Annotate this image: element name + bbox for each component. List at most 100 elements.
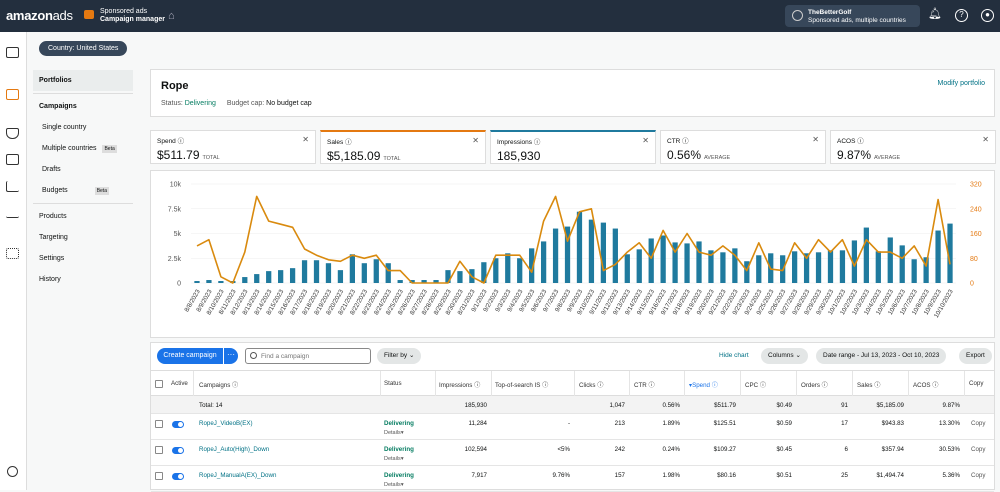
nav-products[interactable]: Products: [39, 213, 67, 220]
metric-card[interactable]: CTR ⓘ 0.56% AVERAGE ✕: [660, 130, 826, 164]
date-range-button[interactable]: Date range - Jul 13, 2023 - Oct 10, 2023: [816, 348, 947, 364]
cell-impressions: 7,917: [471, 472, 487, 479]
nav-single-country[interactable]: Single country: [42, 124, 87, 131]
select-all-checkbox[interactable]: [155, 380, 163, 388]
col-acos[interactable]: ACOS ⓘ: [913, 380, 938, 389]
col-ctr[interactable]: CTR ⓘ: [634, 380, 655, 389]
impressions-bar: [612, 228, 618, 283]
copy-button[interactable]: Copy: [971, 446, 986, 453]
beta-badge: Beta: [94, 187, 109, 195]
account-switcher[interactable]: TheBetterGolf Sponsored ads, multiple co…: [785, 5, 920, 27]
row-checkbox[interactable]: [155, 472, 163, 480]
settings-gear-icon[interactable]: [7, 466, 18, 477]
col-copy[interactable]: Copy: [969, 380, 984, 387]
col-clicks[interactable]: Clicks ⓘ: [579, 380, 603, 389]
details-dropdown[interactable]: Details▾: [384, 456, 404, 462]
metric-card[interactable]: ACOS ⓘ 9.87% AVERAGE ✕: [830, 130, 996, 164]
metric-card[interactable]: Sales ⓘ $5,185.09 TOTAL ✕: [320, 130, 486, 164]
product-bottom: Campaign manager: [100, 16, 165, 23]
copy-button[interactable]: Copy: [971, 420, 986, 427]
filter-by-button[interactable]: Filter by ⌄: [377, 348, 422, 364]
media-icon[interactable]: [6, 154, 19, 165]
columns-button[interactable]: Columns ⌄: [761, 348, 808, 364]
nav-budgets[interactable]: Budgets Beta: [33, 180, 133, 201]
nav-portfolios[interactable]: Portfolios: [33, 70, 133, 91]
bar-chart-icon[interactable]: [6, 207, 19, 218]
nav-multiple-countries[interactable]: Multiple countries Beta: [33, 138, 133, 159]
col-orders[interactable]: Orders ⓘ: [801, 380, 828, 389]
impressions-bar: [301, 260, 308, 283]
col-cpc[interactable]: CPC ⓘ: [745, 380, 766, 389]
export-button[interactable]: Export: [959, 348, 992, 364]
apps-grid-icon[interactable]: [6, 248, 19, 259]
col-spend-sorted[interactable]: ▾Spend ⓘ: [689, 380, 718, 389]
close-icon[interactable]: ✕: [642, 136, 649, 145]
close-icon[interactable]: ✕: [982, 135, 989, 144]
trend-icon[interactable]: [6, 181, 19, 192]
more-actions-button[interactable]: ···: [224, 348, 238, 364]
nav-drafts[interactable]: Drafts: [42, 166, 61, 173]
active-toggle[interactable]: [172, 473, 184, 480]
user-icon[interactable]: ●: [981, 9, 994, 22]
nav-targeting[interactable]: Targeting: [39, 234, 68, 241]
help-icon[interactable]: ?: [955, 9, 968, 22]
home-icon[interactable]: ⌂: [168, 10, 175, 22]
col-ctr-label: CTR: [634, 382, 647, 389]
row-checkbox[interactable]: [155, 420, 163, 428]
impressions-bar: [720, 252, 726, 283]
impressions-bar: [529, 248, 535, 283]
active-toggle[interactable]: [172, 421, 184, 428]
col-top-of-search[interactable]: Top-of-search IS ⓘ: [495, 380, 548, 389]
metric-value-text: 0.56%: [667, 148, 702, 162]
search-input[interactable]: [261, 351, 366, 361]
country-selector[interactable]: Country: United States: [39, 41, 128, 56]
portfolio-status: Status: Delivering Budget cap: No budget…: [161, 100, 312, 107]
search-box[interactable]: [245, 348, 371, 364]
impressions-bar: [863, 227, 869, 283]
impressions-bar: [325, 263, 332, 283]
metric-label: Spend ⓘ: [157, 135, 184, 145]
shield-icon[interactable]: [6, 128, 19, 139]
cell-spend: $80.16: [717, 472, 736, 479]
impressions-bar: [911, 259, 917, 283]
left-axis-tick-label: 10k: [170, 182, 182, 189]
bell-icon[interactable]: 🔔︎: [928, 8, 942, 20]
cell-spend: $125.51: [713, 420, 736, 427]
dashboard-icon[interactable]: [6, 47, 19, 58]
col-campaigns[interactable]: Campaigns ⓘ: [199, 380, 238, 389]
active-toggle[interactable]: [172, 447, 184, 454]
hide-chart-link[interactable]: Hide chart: [719, 352, 749, 359]
filter-label: Filter by: [384, 352, 408, 359]
metric-card[interactable]: Spend ⓘ $511.79 TOTAL ✕: [150, 130, 316, 164]
modify-portfolio-link[interactable]: Modify portfolio: [937, 80, 985, 87]
copy-button[interactable]: Copy: [971, 472, 986, 479]
campaign-name-link[interactable]: RopeJ_ManualA(EX)_Down: [199, 472, 277, 479]
create-campaign-button[interactable]: Create campaign: [157, 348, 223, 364]
nav-campaigns-heading[interactable]: Campaigns: [39, 103, 77, 110]
col-active[interactable]: Active: [171, 380, 188, 387]
nav-history[interactable]: History: [39, 276, 61, 283]
close-icon[interactable]: ✕: [472, 136, 479, 145]
product-name[interactable]: Sponsored ads Campaign manager: [100, 8, 165, 24]
cell-spend: $109.27: [713, 446, 736, 453]
details-dropdown[interactable]: Details▾: [384, 430, 404, 436]
metric-value: $511.79 TOTAL: [157, 148, 220, 162]
close-icon[interactable]: ✕: [302, 135, 309, 144]
col-cpc-label: CPC: [745, 382, 759, 389]
campaign-icon[interactable]: [6, 89, 19, 100]
col-separator: [684, 371, 685, 396]
amazon-ads-logo[interactable]: amazonads: [6, 8, 73, 23]
metric-card[interactable]: Impressions ⓘ 185,930 ✕: [490, 130, 656, 164]
campaign-name-link[interactable]: RopeJ_Auto(High)_Down: [199, 446, 270, 453]
campaign-name-link[interactable]: RopeJ_VideoB(EX): [199, 420, 253, 427]
right-axis-tick-label: 240: [970, 206, 982, 213]
impressions-bar: [839, 250, 846, 283]
portfolio-header: Rope Status: Delivering Budget cap: No b…: [150, 69, 995, 117]
col-status[interactable]: Status: [384, 380, 402, 387]
nav-settings[interactable]: Settings: [39, 255, 65, 262]
col-impressions[interactable]: Impressions ⓘ: [439, 380, 480, 389]
close-icon[interactable]: ✕: [812, 135, 819, 144]
col-sales[interactable]: Sales ⓘ: [857, 380, 880, 389]
row-checkbox[interactable]: [155, 446, 163, 454]
details-dropdown[interactable]: Details▾: [384, 482, 404, 488]
